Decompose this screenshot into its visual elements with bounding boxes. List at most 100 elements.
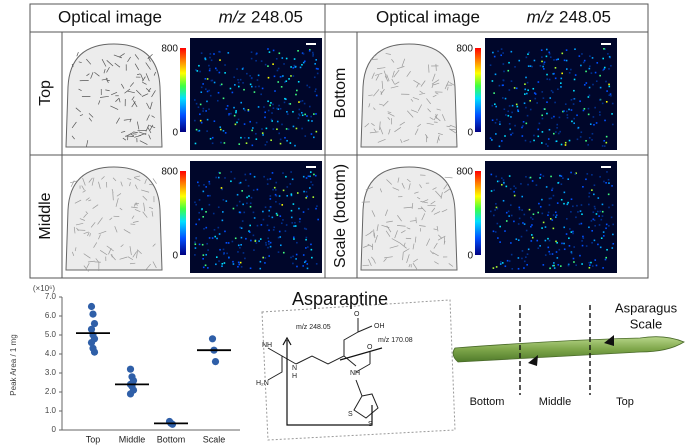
ms-pixel: [293, 225, 295, 227]
texture: [148, 134, 151, 140]
ms-pixel: [317, 218, 319, 221]
ms-pixel: [608, 55, 611, 58]
ms-pixel: [280, 86, 283, 88]
ms-pixel: [272, 188, 274, 191]
texture: [151, 115, 155, 118]
ms-pixel: [215, 256, 218, 258]
x-tick-label: Middle: [119, 434, 146, 444]
colorbar: [180, 171, 186, 255]
ms-pixel: [533, 59, 536, 62]
texture: [403, 242, 406, 247]
ms-pixel: [313, 173, 315, 176]
ms-pixel: [583, 84, 586, 86]
ms-pixel: [498, 84, 501, 87]
texture: [385, 230, 391, 237]
ms-pixel: [491, 139, 493, 141]
ms-pixel: [592, 83, 594, 86]
ms-pixel: [547, 246, 550, 249]
ms-pixel: [522, 222, 524, 224]
ms-pixel: [268, 209, 271, 212]
ms-pixel: [517, 223, 520, 225]
ms-pixel: [292, 75, 295, 77]
ms-pixel: [604, 258, 607, 261]
ms-pixel: [263, 175, 265, 178]
ms-pixel: [539, 177, 541, 179]
texture: [124, 88, 131, 94]
ms-pixel: [298, 113, 300, 116]
texture: [409, 220, 416, 222]
texture: [86, 73, 90, 77]
texture: [134, 209, 141, 213]
ms-pixel: [525, 76, 527, 79]
ms-pixel: [577, 126, 580, 129]
texture: [419, 92, 426, 95]
ms-pixel: [541, 212, 544, 215]
texture: [370, 230, 373, 234]
ms-pixel: [500, 183, 503, 186]
ms-pixel: [209, 194, 211, 197]
ms-pixel: [549, 56, 552, 58]
ms-pixel: [295, 258, 297, 260]
ms-pixel: [496, 118, 498, 121]
texture: [122, 137, 127, 141]
ms-pixel: [541, 91, 544, 93]
ms-pixel: [240, 101, 243, 104]
ms-pixel: [279, 75, 282, 78]
texture: [127, 56, 131, 62]
ms-pixel: [578, 55, 581, 57]
texture: [448, 128, 457, 134]
ms-pixel: [605, 100, 608, 103]
ms-pixel: [536, 239, 539, 242]
texture: [74, 247, 77, 252]
ms-pixel: [569, 228, 571, 230]
texture: [125, 132, 134, 137]
texture: [73, 226, 76, 234]
image-cell: Bottom 800 0: [332, 38, 617, 150]
ms-pixel: [523, 102, 526, 105]
ms-pixel: [549, 253, 551, 255]
ms-pixel: [286, 186, 289, 188]
ms-pixel: [605, 181, 607, 184]
ms-pixel: [264, 257, 267, 259]
ms-pixel: [546, 73, 548, 76]
ms-pixel: [290, 194, 293, 197]
ms-pixel: [306, 267, 309, 270]
ms-pixel: [502, 52, 504, 54]
ms-pixel: [237, 81, 240, 84]
ms-pixel: [606, 171, 608, 173]
texture: [79, 114, 84, 116]
ms-pixel: [587, 144, 589, 146]
ms-pixel: [250, 239, 252, 242]
ms-pixel: [290, 209, 293, 212]
texture: [384, 75, 389, 82]
ms-pixel: [198, 211, 200, 214]
x-tick-label: Bottom: [157, 434, 186, 444]
texture: [70, 180, 78, 184]
atom: O: [354, 311, 360, 318]
ms-pixel: [570, 252, 573, 255]
texture: [71, 121, 77, 129]
ms-pixel: [494, 73, 497, 76]
asparagus-label: Asparagus: [615, 300, 678, 315]
texture: [419, 90, 423, 94]
ms-pixel: [219, 126, 222, 128]
texture: [435, 92, 439, 95]
texture: [145, 124, 150, 132]
ms-pixel: [610, 64, 612, 67]
texture: [417, 123, 422, 128]
ms-pixel: [281, 204, 284, 206]
ms-pixel: [296, 192, 299, 194]
ms-pixel: [579, 254, 581, 257]
texture: [127, 256, 134, 261]
ms-pixel: [578, 223, 581, 225]
ms-pixel: [239, 78, 242, 81]
ms-pixel: [568, 108, 570, 111]
ms-pixel: [204, 264, 207, 267]
ms-pixel: [290, 256, 292, 259]
texture: [118, 98, 121, 103]
ms-pixel: [534, 93, 537, 95]
ms-pixel: [563, 226, 566, 229]
texture: [114, 226, 118, 233]
ms-pixel: [278, 104, 280, 107]
point: [126, 390, 135, 398]
